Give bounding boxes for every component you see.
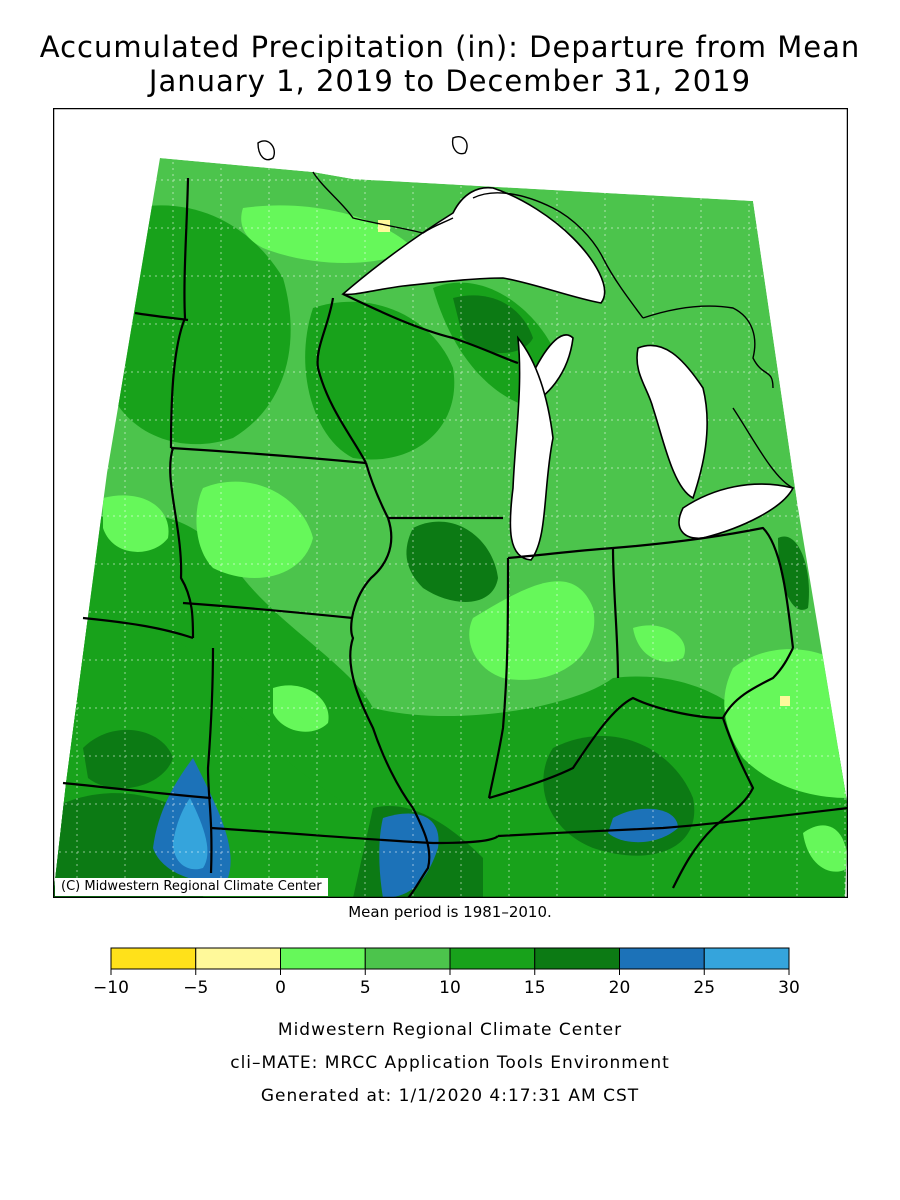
legend-tick-label: 15	[524, 978, 546, 998]
legend-bin	[110, 947, 197, 970]
map-title: Accumulated Precipitation (in): Departur…	[39, 30, 861, 64]
legend-tick-label: 30	[778, 978, 800, 998]
precipitation-departure-map	[53, 108, 848, 898]
legend-bin	[449, 947, 536, 970]
legend-bin	[534, 947, 620, 970]
legend-bin	[195, 947, 281, 970]
legend-bin	[619, 947, 705, 970]
legend-tick-label: 0	[275, 978, 286, 998]
state-borders	[62, 177, 848, 898]
color-legend: −10 −5 0 5 10 15 20 25 30	[93, 947, 800, 998]
canada-unshaded	[53, 108, 848, 528]
map-credit-label: (C) Midwestern Regional Climate Center	[55, 878, 328, 896]
map-subtitle-date-range: January 1, 2019 to December 31, 2019	[148, 64, 752, 98]
map-border	[53, 108, 848, 898]
legend-bin	[703, 947, 790, 970]
footer-generated-at: Generated at: 1/1/2020 4:17:31 AM CST	[260, 1086, 640, 1106]
canada-coastline	[257, 136, 794, 489]
great-lakes	[341, 186, 795, 561]
footer-organization: Midwestern Regional Climate Center	[277, 1020, 623, 1040]
footer-tool-name: cli–MATE: MRCC Application Tools Environ…	[230, 1053, 670, 1073]
legend-tick-label: 5	[360, 978, 371, 998]
legend-tick-label: 20	[609, 978, 631, 998]
legend-tick-label: −10	[93, 978, 129, 998]
mean-period-note: Mean period is 1981–2010.	[348, 903, 552, 921]
legend-tick-label: 10	[439, 978, 461, 998]
legend-tick-label: −5	[183, 978, 208, 998]
legend-bin	[280, 947, 366, 970]
legend-tick-label: 25	[693, 978, 715, 998]
legend-bin	[364, 947, 451, 970]
